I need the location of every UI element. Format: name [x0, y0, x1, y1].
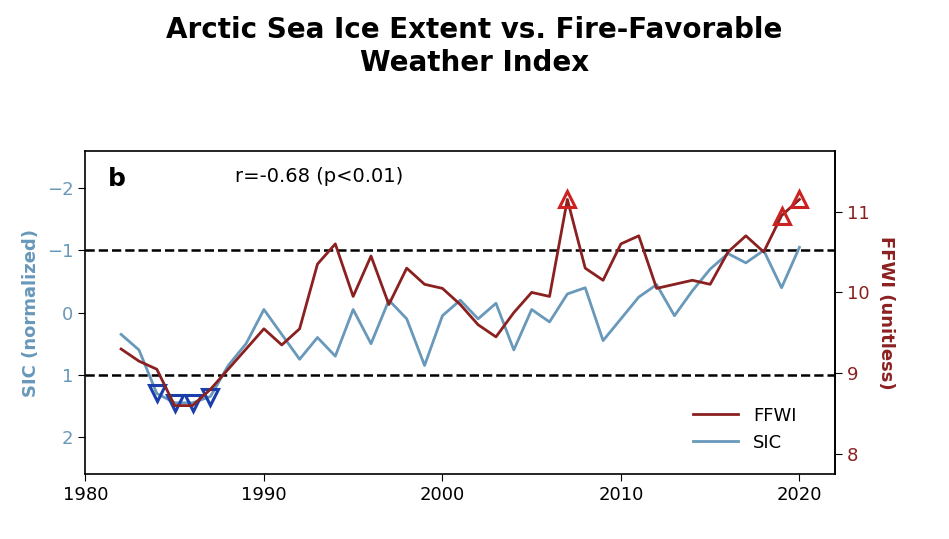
Legend: FFWI, SIC: FFWI, SIC [686, 399, 804, 459]
Y-axis label: FFWI (unitless): FFWI (unitless) [877, 236, 895, 390]
Y-axis label: SIC (normalized): SIC (normalized) [22, 229, 40, 397]
Text: r=-0.68 (p<0.01): r=-0.68 (p<0.01) [235, 167, 403, 186]
Text: Arctic Sea Ice Extent vs. Fire-Favorable
Weather Index: Arctic Sea Ice Extent vs. Fire-Favorable… [166, 16, 783, 77]
Text: b: b [108, 167, 126, 191]
